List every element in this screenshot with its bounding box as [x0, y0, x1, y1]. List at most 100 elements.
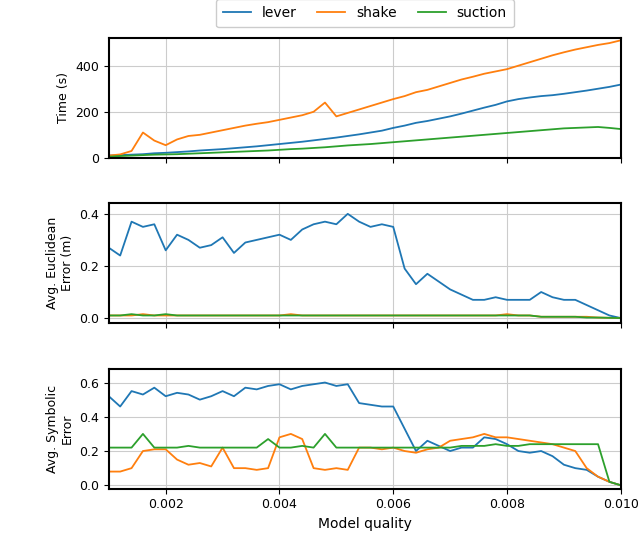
lever [446, 113, 454, 119]
lever [264, 142, 272, 148]
suction [264, 147, 272, 154]
shake [230, 125, 238, 131]
suction [458, 134, 465, 140]
shake [184, 132, 192, 139]
shake [116, 151, 124, 157]
shake [401, 93, 408, 99]
suction [515, 129, 522, 135]
suction [424, 136, 431, 143]
shake [276, 117, 284, 123]
shake [469, 73, 477, 80]
suction [344, 142, 351, 149]
lever [230, 145, 238, 151]
shake [162, 142, 170, 148]
shake [389, 96, 397, 102]
suction [241, 148, 249, 155]
shake [219, 127, 227, 134]
shake [264, 119, 272, 125]
suction [219, 149, 227, 156]
shake [481, 71, 488, 77]
lever [184, 148, 192, 155]
suction [378, 140, 386, 147]
lever [298, 138, 306, 145]
suction [287, 146, 294, 153]
Y-axis label: Avg. Symbolic
Error: Avg. Symbolic Error [45, 384, 74, 473]
shake [128, 148, 136, 154]
lever [458, 110, 465, 117]
shake [560, 49, 568, 55]
shake [310, 109, 317, 115]
lever [105, 152, 113, 159]
Y-axis label: Avg. Euclidean
Error (m): Avg. Euclidean Error (m) [45, 217, 74, 310]
suction [446, 134, 454, 141]
suction [207, 149, 215, 156]
shake [321, 99, 329, 106]
lever [241, 144, 249, 150]
shake [538, 55, 545, 62]
shake [435, 83, 443, 90]
shake [105, 152, 113, 159]
shake [253, 121, 260, 127]
suction [617, 126, 625, 132]
lever [367, 129, 374, 136]
X-axis label: Model quality: Model quality [318, 517, 412, 531]
suction [469, 132, 477, 139]
suction [128, 152, 136, 159]
lever [526, 94, 534, 101]
suction [253, 148, 260, 154]
suction [162, 151, 170, 157]
shake [355, 106, 363, 113]
Line: lever: lever [109, 85, 621, 155]
Line: shake: shake [109, 40, 621, 155]
suction [196, 150, 204, 156]
suction [481, 131, 488, 138]
lever [355, 131, 363, 137]
suction [139, 152, 147, 159]
shake [446, 80, 454, 86]
shake [139, 129, 147, 136]
lever [139, 151, 147, 157]
lever [321, 136, 329, 142]
shake [207, 129, 215, 136]
lever [560, 91, 568, 97]
shake [515, 62, 522, 69]
Line: suction: suction [109, 127, 621, 157]
lever [389, 125, 397, 131]
suction [492, 131, 499, 137]
lever [162, 149, 170, 156]
suction [583, 124, 591, 131]
suction [435, 135, 443, 142]
lever [469, 108, 477, 114]
suction [401, 138, 408, 144]
suction [503, 130, 511, 136]
lever [435, 116, 443, 122]
lever [515, 96, 522, 102]
lever [617, 81, 625, 88]
shake [298, 112, 306, 118]
shake [333, 113, 340, 119]
suction [173, 151, 181, 157]
lever [116, 152, 124, 159]
suction [572, 125, 579, 131]
lever [583, 87, 591, 94]
suction [594, 124, 602, 130]
suction [389, 139, 397, 146]
shake [287, 114, 294, 121]
lever [287, 140, 294, 146]
shake [583, 44, 591, 50]
lever [594, 85, 602, 92]
lever [538, 93, 545, 99]
suction [560, 125, 568, 131]
shake [548, 52, 556, 59]
lever [207, 147, 215, 153]
Legend: lever, shake, suction: lever, shake, suction [216, 0, 514, 27]
lever [344, 132, 351, 139]
lever [481, 104, 488, 111]
lever [378, 128, 386, 134]
shake [424, 87, 431, 93]
suction [276, 147, 284, 153]
Y-axis label: Time (s): Time (s) [57, 72, 70, 123]
lever [548, 92, 556, 98]
suction [310, 144, 317, 151]
lever [333, 134, 340, 141]
